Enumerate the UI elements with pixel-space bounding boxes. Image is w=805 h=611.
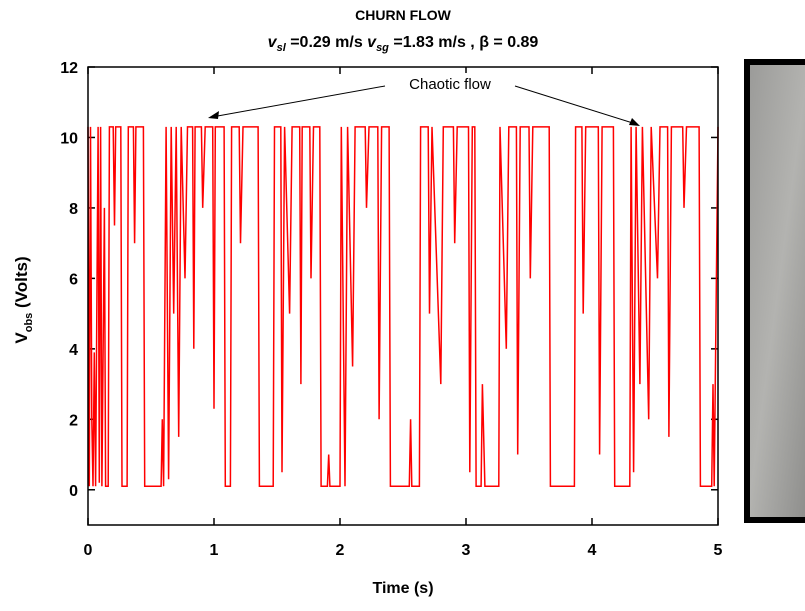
subtitle-part: sg	[376, 42, 389, 54]
annotation-box	[385, 73, 515, 95]
y-tick-label: 4	[69, 342, 78, 359]
plot-frame	[87, 66, 719, 526]
subtitle-part: sl	[277, 42, 287, 54]
x-tick-label: 1	[210, 542, 219, 559]
y-tick-label: 6	[69, 271, 78, 288]
y-label-part: V	[12, 332, 31, 344]
x-tick-label: 5	[714, 542, 723, 559]
chart-title: CHURN FLOW	[355, 7, 451, 23]
subtitle-part: =1.83 m/s , β = 0.89	[389, 34, 539, 51]
subtitle-part: =0.29 m/s	[286, 34, 367, 51]
x-tick-label: 3	[462, 542, 471, 559]
annotation-arrow	[211, 85, 386, 118]
subtitle-part: v	[268, 34, 278, 51]
flow-photo	[744, 59, 805, 523]
y-label-part: obs	[23, 313, 35, 333]
y-tick-label: 12	[60, 60, 78, 77]
y-tick-label: 2	[69, 412, 78, 429]
y-tick-label: 8	[69, 201, 78, 218]
x-tick-label: 0	[84, 542, 93, 559]
subtitle-part: v	[367, 34, 377, 51]
annotation-arrow	[514, 85, 637, 125]
x-axis-label: Time (s)	[372, 580, 433, 597]
y-tick-label: 10	[60, 130, 78, 147]
x-tick-label: 4	[588, 542, 597, 559]
arrow-head	[629, 118, 640, 126]
chart-subtitle: vsl =0.29 m/s vsg =1.83 m/s , β = 0.89	[268, 34, 539, 54]
y-axis-label: Vobs (Volts)	[12, 256, 35, 343]
signal-line	[87, 126, 719, 487]
x-tick-label: 2	[336, 542, 345, 559]
annotation: Chaotic flow	[409, 76, 491, 93]
arrow-head	[208, 111, 219, 119]
y-tick-label: 0	[69, 483, 78, 500]
y-label-part: (Volts)	[12, 256, 31, 312]
